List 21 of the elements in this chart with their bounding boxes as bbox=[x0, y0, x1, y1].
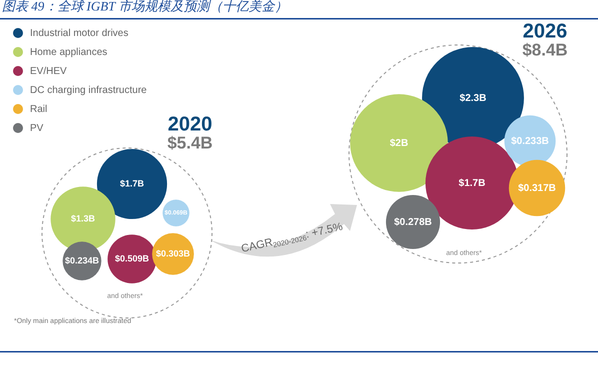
legend-label: PV bbox=[30, 122, 44, 134]
data-label: $2B bbox=[390, 138, 408, 149]
category-label: 2020 bbox=[168, 114, 212, 136]
data-label: $0.317B bbox=[518, 182, 556, 194]
legend-label: Industrial motor drives bbox=[30, 28, 128, 39]
data-label: $1.7B bbox=[458, 178, 486, 189]
legend-label: Home appliances bbox=[30, 46, 108, 58]
data-label: $0.234B bbox=[64, 255, 100, 266]
data-label: $1.7B bbox=[120, 178, 144, 188]
legend-label: Rail bbox=[30, 104, 48, 115]
data-label: $0.233B bbox=[511, 136, 549, 147]
data-label: $2.3B bbox=[460, 92, 486, 104]
data-label: $1.3B bbox=[70, 213, 96, 224]
data-label: $0.278B bbox=[394, 216, 432, 228]
data-label: $0.303B bbox=[156, 248, 191, 258]
data-label: $0.509B bbox=[114, 253, 150, 264]
legend-label: DC charging infrastructure bbox=[30, 84, 148, 96]
legend-label: EV/HEV bbox=[30, 66, 68, 77]
category-label: 2026 bbox=[522, 20, 568, 43]
text: $8.4B bbox=[522, 40, 568, 60]
text: $5.4B bbox=[167, 134, 213, 153]
